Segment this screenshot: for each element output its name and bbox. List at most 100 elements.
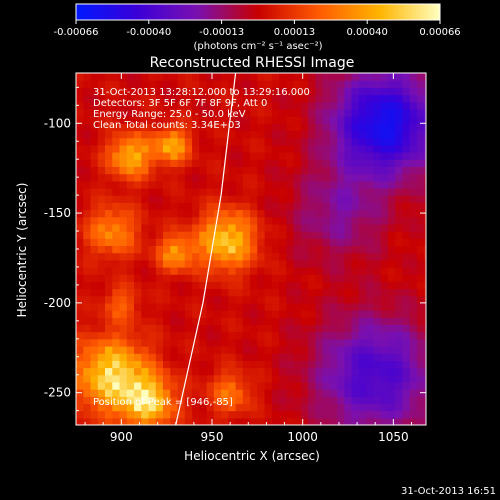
heatmap-cell: [351, 101, 360, 110]
heatmap-cell: [148, 231, 157, 239]
heatmap-cell: [177, 295, 186, 304]
heatmap-cell: [155, 173, 164, 182]
heatmap-cell: [235, 331, 244, 340]
heatmap-cell: [184, 195, 193, 203]
heatmap-cell: [134, 381, 142, 390]
heatmap-cell: [300, 252, 309, 261]
heatmap-cell: [119, 389, 128, 397]
heatmap-cell: [286, 267, 295, 275]
heatmap-cell: [395, 324, 404, 333]
heatmap-cell: [271, 101, 280, 110]
heatmap-cell: [105, 295, 113, 304]
heatmap-cell: [206, 360, 215, 369]
heatmap-cell: [366, 288, 375, 297]
heatmap-cell: [424, 288, 426, 297]
heatmap-cell: [315, 417, 324, 425]
heatmap-cell: [155, 360, 164, 369]
heatmap-cell: [221, 152, 229, 160]
heatmap-cell: [322, 381, 331, 390]
heatmap-cell: [112, 353, 121, 361]
heatmap-cell: [221, 209, 229, 218]
heatmap-cell: [235, 360, 244, 369]
heatmap-cell: [300, 417, 309, 425]
heatmap-cell: [242, 73, 251, 81]
heatmap-cell: [344, 173, 353, 182]
heatmap-cell: [206, 87, 215, 96]
heatmap-cell: [271, 137, 280, 146]
heatmap-cell: [395, 180, 404, 189]
heatmap-cell: [387, 116, 396, 124]
heatmap-cell: [235, 317, 244, 325]
heatmap-cell: [402, 73, 411, 81]
heatmap-cell: [329, 403, 338, 412]
heatmap-cell: [177, 187, 186, 196]
heatmap-cell: [163, 267, 171, 275]
heatmap-cell: [206, 374, 215, 383]
heatmap-cell: [148, 331, 157, 340]
heatmap-cell: [373, 288, 382, 297]
heatmap-cell: [402, 159, 411, 167]
heatmap-cell: [134, 281, 142, 290]
heatmap-cell: [163, 396, 171, 405]
heatmap-cell: [322, 223, 331, 232]
heatmap-cell: [308, 187, 316, 196]
heatmap-cell: [105, 267, 113, 275]
heatmap-cell: [221, 281, 229, 290]
heatmap-cell: [163, 245, 171, 254]
heatmap-cell: [416, 87, 425, 96]
heatmap-cell: [148, 137, 157, 146]
heatmap-cell: [105, 252, 113, 261]
heatmap-cell: [177, 209, 186, 218]
heatmap-cell: [373, 281, 382, 290]
heatmap-cell: [373, 417, 382, 425]
heatmap-cell: [366, 94, 375, 103]
heatmap-cell: [97, 73, 106, 81]
heatmap-cell: [409, 288, 418, 297]
heatmap-cell: [293, 381, 302, 390]
heatmap-cell: [97, 137, 106, 146]
heatmap-cell: [250, 346, 258, 354]
heatmap-cell: [126, 374, 135, 383]
heatmap-cell: [163, 73, 171, 81]
heatmap-cell: [315, 331, 324, 340]
heatmap-cell: [271, 288, 280, 297]
heatmap-cell: [308, 317, 316, 325]
heatmap-cell: [279, 144, 287, 153]
heatmap-cell: [206, 324, 215, 333]
heatmap-cell: [134, 173, 142, 182]
heatmap-cell: [213, 374, 222, 383]
heatmap-cell: [329, 108, 338, 117]
heatmap-cell: [83, 173, 92, 182]
heatmap-cell: [105, 87, 113, 96]
heatmap-cell: [315, 195, 324, 203]
heatmap-cell: [97, 223, 106, 232]
heatmap-cell: [271, 245, 280, 254]
heatmap-cell: [395, 389, 404, 397]
heatmap-cell: [366, 223, 375, 232]
heatmap-cell: [257, 389, 266, 397]
heatmap-cell: [105, 159, 113, 167]
heatmap-cell: [387, 209, 396, 218]
plot-area: [76, 73, 426, 425]
heatmap-cell: [163, 259, 171, 268]
heatmap-cell: [351, 238, 360, 246]
heatmap-cell: [322, 274, 331, 282]
heatmap-cell: [163, 94, 171, 103]
heatmap-cell: [213, 288, 222, 297]
heatmap-cell: [351, 223, 360, 232]
heatmap-cell: [329, 259, 338, 268]
heatmap-cell: [206, 152, 215, 160]
axis-ticks: 900 950 1000 1050-100-150-200-250: [44, 73, 426, 444]
heatmap-cell: [119, 130, 128, 139]
heatmap-cell: [97, 267, 106, 275]
heatmap-cell: [235, 231, 244, 239]
heatmap-cell: [286, 381, 295, 390]
heatmap-cell: [337, 202, 345, 211]
heatmap-cell: [351, 202, 360, 211]
heatmap-cell: [170, 173, 179, 182]
heatmap-cell: [126, 231, 135, 239]
heatmap-cell: [76, 353, 84, 361]
heatmap-cell: [206, 101, 215, 110]
heatmap-cell: [119, 381, 128, 390]
heatmap-cell: [221, 144, 229, 153]
